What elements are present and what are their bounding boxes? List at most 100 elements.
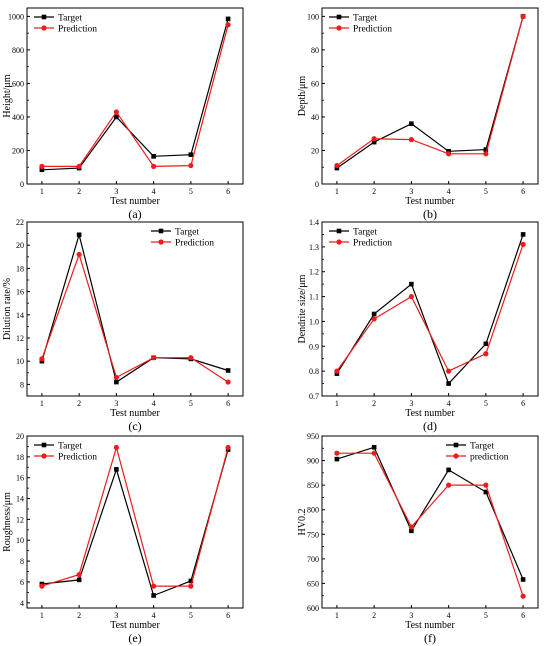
data-point-circle xyxy=(188,355,194,361)
legend-marker-circle xyxy=(41,453,47,459)
legend-label: Prediction xyxy=(58,25,97,35)
y-tick-label: 12 xyxy=(16,334,24,343)
legend-marker-circle xyxy=(453,453,459,459)
y-tick-label: 16 xyxy=(16,474,24,483)
data-point-circle xyxy=(151,355,157,361)
x-tick-label: 3 xyxy=(409,399,413,408)
data-point-square xyxy=(409,121,414,126)
data-point-circle xyxy=(483,482,489,488)
y-tick-label: 400 xyxy=(12,113,24,122)
plot-frame xyxy=(321,7,539,185)
x-tick-label: 2 xyxy=(372,187,376,196)
legend-label: Target xyxy=(58,14,82,24)
chart-panel-3: 1 2 3 4 5 6 0.7 0.8 0.9 1.0 1.1 1.2 1.3 1.4 Test numbe… xyxy=(297,218,539,433)
data-point-circle xyxy=(76,572,82,578)
series-line-0 xyxy=(336,16,524,169)
data-point-circle xyxy=(446,482,452,488)
data-point-square xyxy=(188,578,194,584)
y-tick-label: 600 xyxy=(307,604,319,613)
data-point-square xyxy=(334,456,340,462)
data-point-square xyxy=(151,593,156,598)
legend-label: prediction xyxy=(470,453,509,463)
y-tick-label: 80 xyxy=(311,46,319,55)
data-point-square xyxy=(371,139,377,145)
data-point-square xyxy=(114,379,119,385)
legend-label: Prediction xyxy=(353,239,392,249)
data-point-circle xyxy=(76,251,82,258)
data-point-circle xyxy=(446,151,452,157)
data-point-square xyxy=(520,577,526,582)
x-tick-label: 6 xyxy=(521,187,525,196)
x-tick-label: 1 xyxy=(335,399,339,408)
y-tick-label: 20 xyxy=(311,146,319,155)
legend-marker-square xyxy=(158,228,164,234)
data-point-circle xyxy=(39,163,45,169)
data-point-square xyxy=(520,232,526,237)
panel-label: (a) xyxy=(128,207,141,221)
data-point-circle xyxy=(520,593,526,599)
legend-marker-circle xyxy=(41,25,47,31)
x-axis-title: Test number xyxy=(405,620,455,631)
y-tick-label: 200 xyxy=(12,146,24,155)
x-axis-title: Test number xyxy=(405,408,455,419)
y-tick-label: 14 xyxy=(16,495,24,504)
x-tick-label: 4 xyxy=(152,611,156,620)
series-line-0 xyxy=(41,18,229,171)
x-tick-label: 2 xyxy=(77,399,81,408)
data-point-circle xyxy=(334,162,340,169)
y-tick-label: 6 xyxy=(20,578,24,587)
y-tick-label: 8 xyxy=(20,557,24,566)
x-tick-label: 1 xyxy=(335,611,339,620)
y-tick-label: 900 xyxy=(307,457,319,466)
legend-marker-square xyxy=(41,14,47,20)
legend-label: Target xyxy=(470,442,494,452)
y-axis-title: HV0.2 xyxy=(297,509,308,536)
data-point-square xyxy=(114,114,119,120)
x-tick-label: 4 xyxy=(447,399,451,408)
x-tick-label: 4 xyxy=(447,187,451,196)
x-tick-label: 6 xyxy=(226,611,230,620)
y-tick-label: 16 xyxy=(16,288,24,297)
legend-label: Prediction xyxy=(353,25,392,35)
data-point-circle xyxy=(188,162,194,169)
series-line-1 xyxy=(336,244,524,372)
legend-label: Prediction xyxy=(58,453,97,463)
data-point-square xyxy=(371,311,377,317)
data-point-square xyxy=(446,381,451,386)
data-point-square xyxy=(76,232,82,238)
data-point-circle xyxy=(371,136,377,142)
data-point-circle xyxy=(151,163,157,169)
y-tick-label: 60 xyxy=(311,79,319,88)
data-point-circle xyxy=(39,356,45,362)
x-tick-label: 6 xyxy=(521,611,525,620)
data-point-square xyxy=(483,147,489,152)
data-point-circle xyxy=(225,22,231,28)
series-line-1 xyxy=(41,24,229,168)
x-tick-label: 4 xyxy=(152,187,156,196)
y-tick-label: 1000 xyxy=(8,12,24,21)
panel-label: (d) xyxy=(423,419,437,433)
data-point-square xyxy=(483,341,489,347)
data-point-square xyxy=(409,281,414,287)
x-tick-label: 1 xyxy=(40,187,44,196)
data-point-circle xyxy=(334,450,340,456)
x-tick-label: 5 xyxy=(189,399,193,408)
x-tick-label: 3 xyxy=(114,611,118,620)
chart-panel-0: 1 2 3 4 5 6 0 200 400 600 800 1000 Test number Height… xyxy=(2,7,244,221)
y-tick-label: 14 xyxy=(16,311,24,320)
y-tick-label: 0.7 xyxy=(309,392,319,401)
series-line-1 xyxy=(41,252,229,383)
y-tick-label: 20 xyxy=(16,432,24,441)
y-tick-label: 600 xyxy=(12,79,24,88)
x-tick-label: 3 xyxy=(114,399,118,408)
panel-label: (b) xyxy=(423,207,437,221)
data-point-circle xyxy=(76,163,82,169)
y-axis-title: Dendrite size/μm xyxy=(297,274,308,343)
data-point-circle xyxy=(520,13,526,19)
x-tick-label: 5 xyxy=(484,187,488,196)
y-tick-label: 1.0 xyxy=(309,317,319,326)
y-tick-label: 800 xyxy=(12,46,24,55)
x-tick-label: 2 xyxy=(77,611,81,620)
